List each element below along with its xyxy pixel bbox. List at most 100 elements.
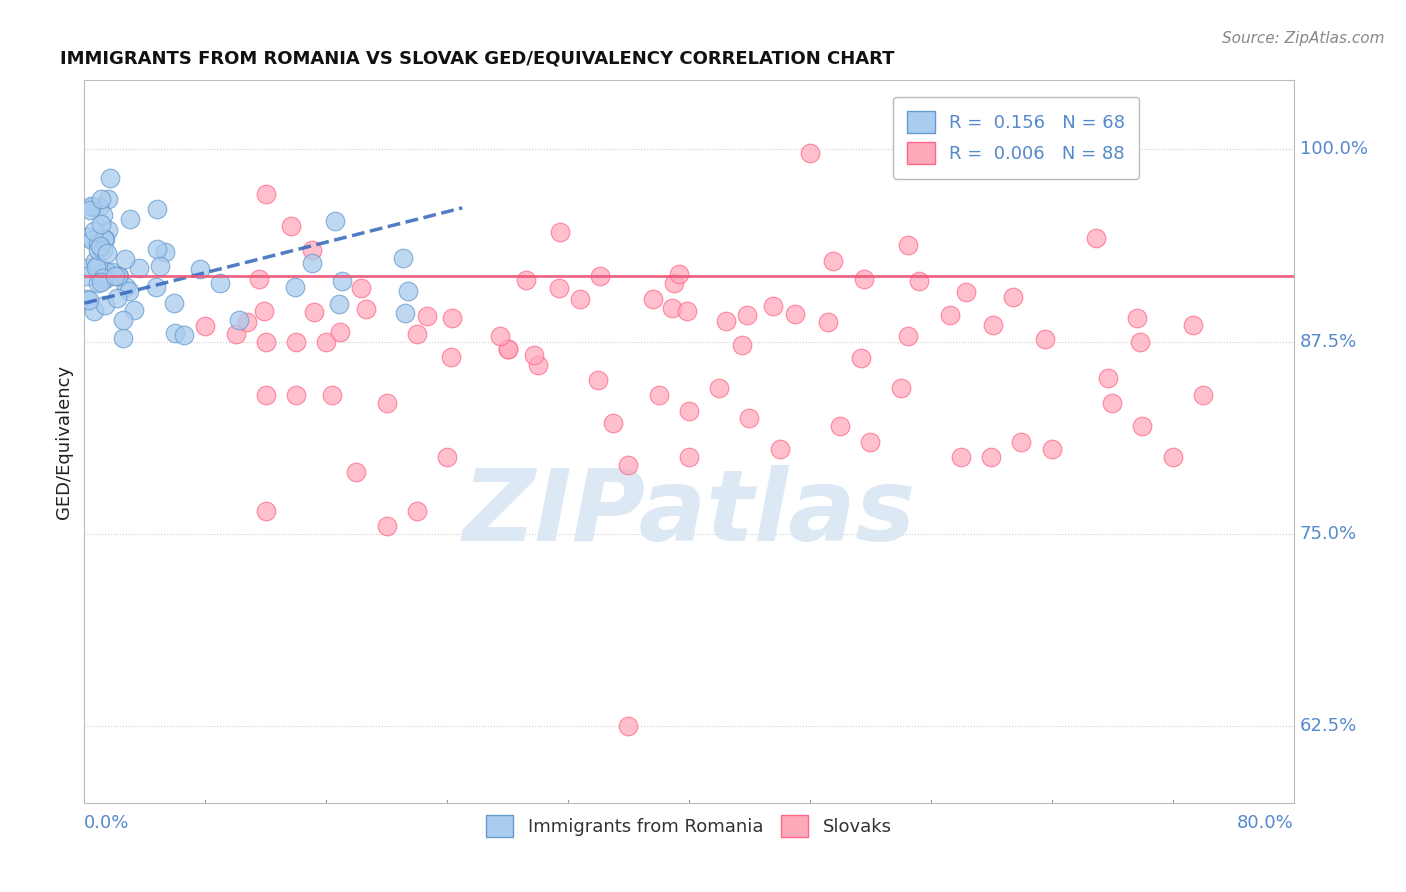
Point bbox=[1192, 388, 1215, 402]
Point bbox=[155, 245, 177, 260]
Point bbox=[648, 388, 671, 402]
Point bbox=[302, 305, 325, 319]
Point bbox=[112, 331, 135, 345]
Point bbox=[436, 450, 458, 464]
Point bbox=[94, 298, 117, 312]
Point bbox=[105, 291, 128, 305]
Point bbox=[738, 411, 761, 425]
Point bbox=[1129, 335, 1152, 350]
Point bbox=[122, 303, 145, 318]
Point bbox=[163, 326, 186, 340]
Point bbox=[107, 269, 129, 284]
Point bbox=[96, 265, 118, 279]
Point bbox=[93, 232, 115, 246]
Point bbox=[188, 261, 211, 276]
Point bbox=[830, 419, 852, 434]
Point bbox=[284, 280, 307, 294]
Point bbox=[1084, 231, 1107, 245]
Point bbox=[98, 170, 121, 185]
Point bbox=[114, 252, 136, 266]
Point bbox=[90, 272, 112, 286]
Text: ZIPatlas: ZIPatlas bbox=[463, 466, 915, 562]
Point bbox=[80, 200, 103, 214]
Point bbox=[350, 281, 373, 295]
Point bbox=[396, 284, 419, 298]
Point bbox=[981, 318, 1004, 332]
Point bbox=[94, 272, 117, 286]
Point bbox=[83, 303, 105, 318]
Text: Source: ZipAtlas.com: Source: ZipAtlas.com bbox=[1222, 31, 1385, 46]
Point bbox=[643, 293, 665, 307]
Point bbox=[1011, 434, 1033, 449]
Point bbox=[980, 450, 1002, 464]
Point bbox=[588, 373, 610, 387]
Point bbox=[678, 404, 700, 418]
Point bbox=[97, 193, 120, 207]
Point bbox=[101, 265, 124, 279]
Point bbox=[301, 256, 323, 270]
Point bbox=[149, 259, 172, 273]
Point bbox=[548, 281, 571, 295]
Point bbox=[1126, 310, 1149, 325]
Point bbox=[128, 260, 150, 275]
Point bbox=[236, 315, 259, 329]
Point bbox=[1182, 318, 1205, 332]
Point bbox=[1040, 442, 1063, 457]
Point bbox=[104, 268, 127, 283]
Point bbox=[678, 450, 700, 464]
Point bbox=[569, 292, 592, 306]
Text: 100.0%: 100.0% bbox=[1299, 140, 1368, 159]
Text: 75.0%: 75.0% bbox=[1299, 524, 1357, 542]
Text: IMMIGRANTS FROM ROMANIA VS SLOVAK GED/EQUIVALENCY CORRELATION CHART: IMMIGRANTS FROM ROMANIA VS SLOVAK GED/EQ… bbox=[60, 50, 894, 68]
Point bbox=[617, 719, 640, 733]
Point bbox=[80, 199, 103, 213]
Point bbox=[329, 325, 352, 339]
Point bbox=[1130, 419, 1153, 434]
Point bbox=[769, 442, 792, 457]
Point bbox=[285, 388, 308, 402]
Point bbox=[77, 293, 100, 308]
Point bbox=[394, 306, 416, 320]
Point bbox=[91, 271, 114, 285]
Point bbox=[83, 253, 105, 268]
Point bbox=[731, 338, 754, 352]
Point bbox=[496, 343, 519, 357]
Point bbox=[120, 211, 142, 226]
Point bbox=[315, 334, 337, 349]
Point bbox=[87, 258, 110, 272]
Point bbox=[87, 200, 110, 214]
Point bbox=[897, 237, 920, 252]
Point bbox=[1161, 450, 1184, 464]
Point bbox=[194, 319, 217, 334]
Point bbox=[1002, 290, 1025, 304]
Point bbox=[852, 272, 875, 286]
Point bbox=[488, 328, 510, 343]
Point bbox=[94, 232, 117, 246]
Point bbox=[416, 310, 439, 324]
Point bbox=[253, 304, 276, 318]
Point bbox=[920, 145, 942, 160]
Point bbox=[76, 292, 98, 306]
Point bbox=[209, 276, 232, 290]
Point bbox=[496, 343, 519, 357]
Point bbox=[950, 450, 973, 464]
Text: 62.5%: 62.5% bbox=[1299, 717, 1357, 735]
Point bbox=[849, 351, 872, 365]
Text: 80.0%: 80.0% bbox=[1237, 814, 1294, 831]
Point bbox=[111, 313, 134, 327]
Point bbox=[254, 388, 277, 402]
Point bbox=[87, 236, 110, 251]
Point bbox=[375, 396, 398, 410]
Point bbox=[91, 266, 114, 280]
Point bbox=[548, 225, 571, 239]
Text: 0.0%: 0.0% bbox=[84, 814, 129, 831]
Point bbox=[117, 284, 139, 298]
Point bbox=[391, 251, 413, 265]
Point bbox=[90, 276, 112, 290]
Point bbox=[91, 243, 114, 257]
Point bbox=[1097, 371, 1119, 385]
Point bbox=[90, 217, 112, 231]
Point bbox=[662, 276, 685, 290]
Point bbox=[162, 295, 184, 310]
Point bbox=[515, 272, 537, 286]
